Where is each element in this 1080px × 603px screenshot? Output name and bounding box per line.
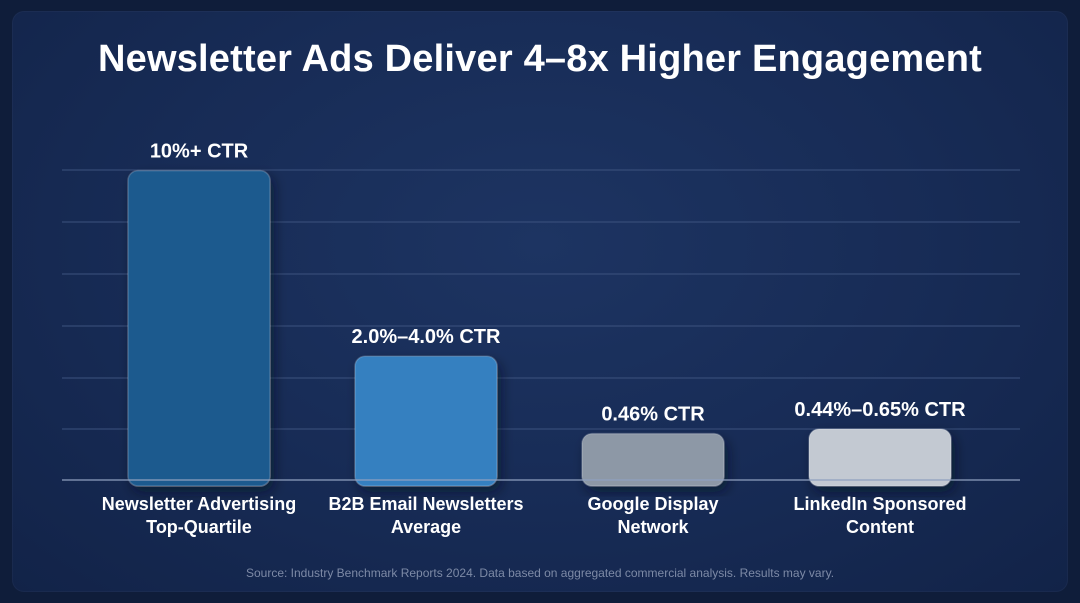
data-label: 2.0%–4.0% CTR [352,326,502,348]
bar [127,169,271,487]
bar [581,432,725,487]
data-label: 0.44%–0.65% CTR [794,399,966,421]
category-label: Top-Quartile [146,517,252,537]
category-label: Content [846,517,914,537]
bar [354,355,498,487]
chart-title: Newsletter Ads Deliver 4–8x Higher Engag… [97,38,983,80]
category-label: Newsletter Advertising [102,494,296,514]
category-label: B2B Email Newsletters [328,494,523,514]
data-label: 0.46% CTR [601,404,705,426]
data-label: 10%+ CTR [150,141,249,163]
bars [127,169,952,487]
category-label: Network [617,517,689,537]
category-label: Google Display [587,494,718,514]
bar [808,428,952,487]
source-note: Source: Industry Benchmark Reports 2024.… [245,566,835,580]
category-label: Average [391,517,461,537]
data-labels: 10%+ CTR 2.0%–4.0% CTR 0.46% CTR 0.44%–0.65… [150,141,966,426]
category-labels: Newsletter Advertising Top-Quartile B2B Em… [102,494,967,537]
category-label: LinkedIn Sponsored [793,494,966,514]
